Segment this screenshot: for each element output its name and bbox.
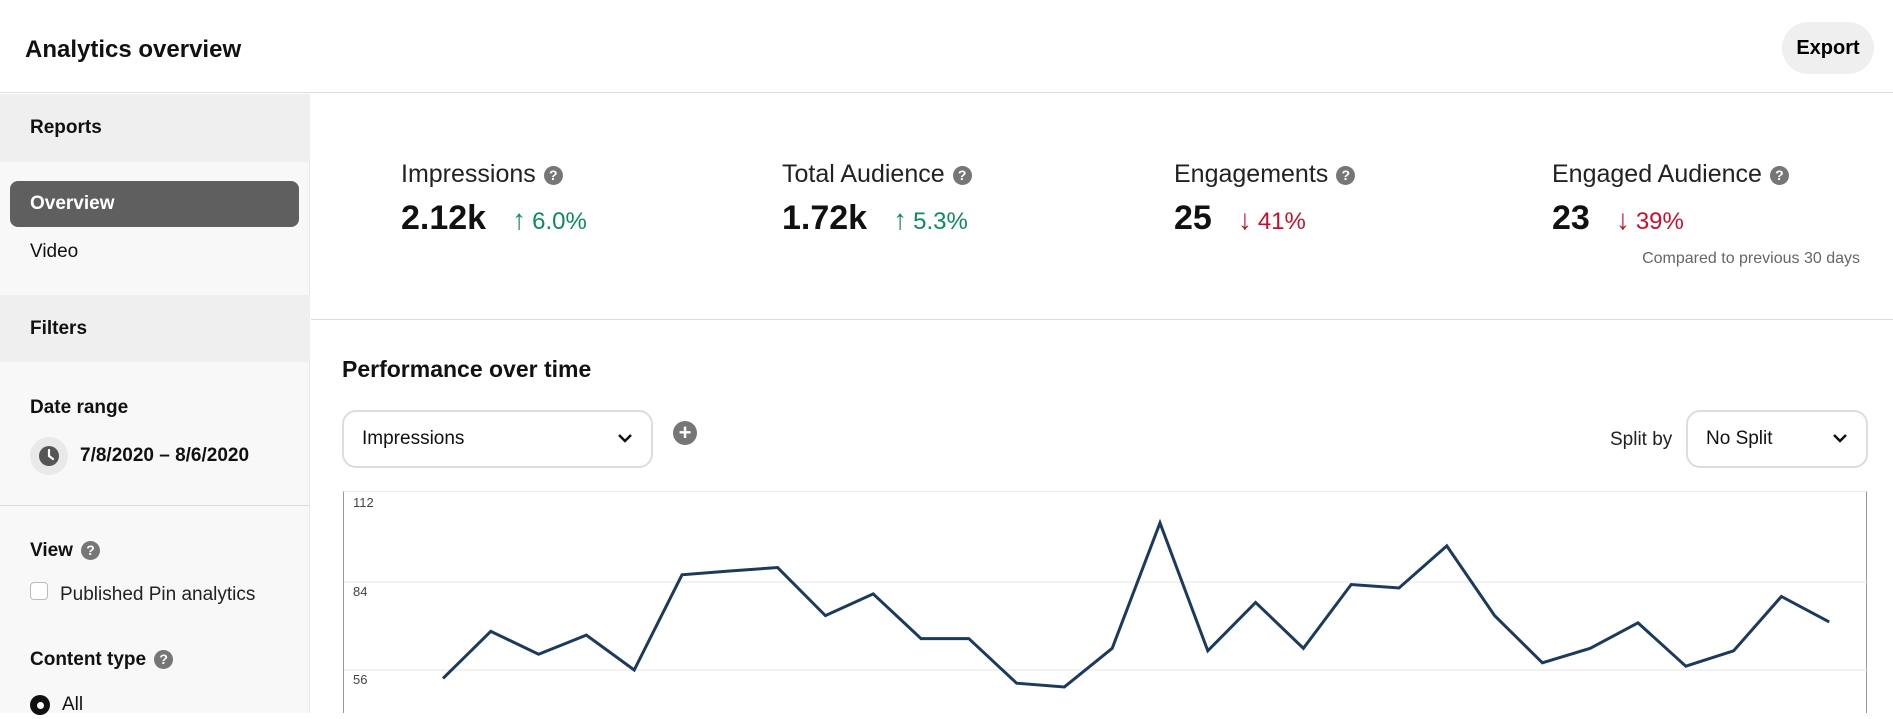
data-point[interactable] xyxy=(1489,610,1501,622)
arrow-up-icon: ↑ xyxy=(893,204,908,235)
arrow-down-icon: ↓ xyxy=(1615,204,1630,235)
stat-engagements: Engagements? 25 ↓ 41% xyxy=(1174,160,1356,238)
published-pin-checkbox-row[interactable]: Published Pin analytics xyxy=(30,582,256,606)
stat-name: Total Audience xyxy=(782,160,945,188)
page-title: Analytics overview xyxy=(25,36,242,63)
reports-heading: Reports xyxy=(0,94,310,162)
compare-note: Compared to previous 30 days xyxy=(1642,250,1860,267)
y-tick-label: 84 xyxy=(353,584,367,599)
performance-title: Performance over time xyxy=(342,356,592,382)
export-button[interactable]: Export xyxy=(1782,22,1874,74)
data-point[interactable] xyxy=(1106,642,1118,654)
content-type-label: Content type? xyxy=(30,649,174,671)
sidebar-item-video[interactable]: Video xyxy=(30,241,79,262)
stat-value: 1.72k xyxy=(782,199,868,237)
stat-change: 41% xyxy=(1257,208,1306,235)
date-range-value: 7/8/2020 – 8/6/2020 xyxy=(80,445,250,466)
stat-engaged-audience: Engaged Audience? 23 ↓ 39% xyxy=(1552,160,1789,238)
help-icon[interactable]: ? xyxy=(80,541,100,561)
line-chart: 112 84 56 xyxy=(344,495,1868,693)
data-point[interactable] xyxy=(1823,616,1835,628)
data-point[interactable] xyxy=(1011,677,1023,689)
data-point[interactable] xyxy=(437,672,449,684)
y-tick-label: 56 xyxy=(353,672,367,687)
data-point[interactable] xyxy=(1202,645,1214,657)
sidebar-divider xyxy=(0,505,310,506)
data-point[interactable] xyxy=(676,569,688,581)
data-point[interactable] xyxy=(1632,617,1644,629)
sidebar-item-overview[interactable]: Overview xyxy=(10,181,299,227)
stat-change: 5.3% xyxy=(913,208,968,235)
stat-change: 39% xyxy=(1635,208,1684,235)
view-label: View? xyxy=(30,540,100,562)
split-select-value: No Split xyxy=(1706,428,1773,449)
stat-value: 25 xyxy=(1174,199,1212,237)
stat-name: Impressions xyxy=(401,160,536,188)
data-point[interactable] xyxy=(1536,657,1548,669)
published-pin-label: Published Pin analytics xyxy=(60,584,256,605)
published-pin-checkbox[interactable] xyxy=(30,582,48,600)
stat-change: 6.0% xyxy=(532,208,587,235)
page-header: Analytics overview Export xyxy=(0,0,1893,93)
data-point[interactable] xyxy=(915,633,927,645)
data-point[interactable] xyxy=(819,610,831,622)
stat-total-audience: Total Audience? 1.72k ↑ 5.3% xyxy=(782,160,972,238)
date-range-label: Date range xyxy=(30,397,129,418)
split-by-label: Split by xyxy=(1610,429,1673,450)
data-point[interactable] xyxy=(1584,642,1596,654)
data-point[interactable] xyxy=(724,565,736,577)
data-point[interactable] xyxy=(1680,660,1692,672)
data-point[interactable] xyxy=(1345,579,1357,591)
data-point[interactable] xyxy=(1775,590,1787,602)
performance-chart: 112 84 56 xyxy=(343,491,1868,713)
section-divider xyxy=(311,319,1893,320)
data-point[interactable] xyxy=(1297,642,1309,654)
split-select[interactable]: No Split xyxy=(1686,410,1868,468)
data-point[interactable] xyxy=(1728,645,1740,657)
data-point[interactable] xyxy=(1441,540,1453,552)
content-type-label-text: Content type xyxy=(30,649,147,670)
date-range-picker[interactable]: 7/8/2020 – 8/6/2020 xyxy=(30,437,249,475)
content-type-all-label: All xyxy=(62,694,84,715)
data-point[interactable] xyxy=(867,588,879,600)
data-point[interactable] xyxy=(963,633,975,645)
y-tick-label: 112 xyxy=(353,495,374,510)
data-point[interactable] xyxy=(1250,596,1262,608)
data-point[interactable] xyxy=(628,664,640,676)
data-point[interactable] xyxy=(580,629,592,641)
data-point[interactable] xyxy=(533,648,545,660)
chevron-down-icon xyxy=(617,430,633,448)
arrow-up-icon: ↑ xyxy=(512,204,527,235)
help-icon[interactable]: ? xyxy=(952,165,972,185)
help-icon[interactable]: ? xyxy=(1336,165,1356,185)
radio-selected-icon[interactable] xyxy=(30,695,50,715)
data-point[interactable] xyxy=(1393,582,1405,594)
chevron-down-icon xyxy=(1832,430,1848,448)
series-line xyxy=(441,518,1830,689)
help-icon[interactable]: ? xyxy=(1769,165,1789,185)
stat-name: Engagements xyxy=(1174,160,1329,188)
content-type-all-radio[interactable]: All xyxy=(30,694,83,716)
sidebar: Reports Overview Video Filters Date rang… xyxy=(0,94,310,716)
stat-value: 2.12k xyxy=(401,199,487,237)
data-point[interactable] xyxy=(485,625,497,637)
data-point[interactable] xyxy=(1154,517,1166,529)
clock-icon xyxy=(30,437,68,475)
add-metric-button[interactable]: + xyxy=(673,421,697,445)
data-point[interactable] xyxy=(772,562,784,574)
stat-value: 23 xyxy=(1552,199,1590,237)
data-point[interactable] xyxy=(1058,681,1070,693)
metric-select[interactable]: Impressions xyxy=(342,410,653,468)
help-icon[interactable]: ? xyxy=(154,650,174,670)
stat-impressions: Impressions? 2.12k ↑ 6.0% xyxy=(401,160,587,238)
stat-name: Engaged Audience xyxy=(1552,160,1762,188)
metric-select-value: Impressions xyxy=(362,428,465,449)
filters-heading: Filters xyxy=(0,295,310,362)
arrow-down-icon: ↓ xyxy=(1237,204,1252,235)
view-label-text: View xyxy=(30,540,73,561)
help-icon[interactable]: ? xyxy=(543,165,563,185)
